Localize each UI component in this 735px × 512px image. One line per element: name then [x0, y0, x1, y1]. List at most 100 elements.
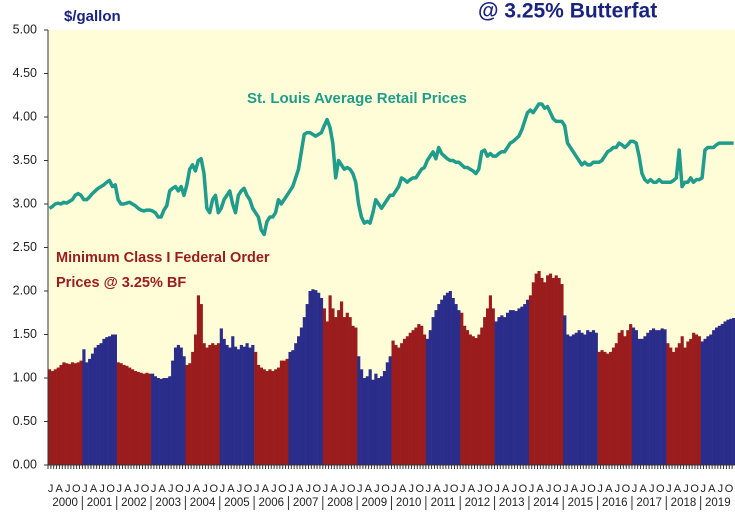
bar: [339, 301, 344, 465]
bar: [277, 367, 281, 465]
bar: [205, 347, 209, 465]
bar: [102, 338, 106, 465]
x-tick-label: J: [580, 483, 586, 495]
bar: [491, 308, 495, 465]
bar: [437, 304, 441, 465]
bar: [683, 347, 687, 465]
bar: [90, 353, 95, 465]
bar: [471, 336, 475, 465]
bar: [133, 371, 138, 465]
year-label: 2013: [499, 497, 525, 509]
bar: [131, 369, 135, 465]
bar: [328, 295, 332, 465]
bar: [560, 284, 564, 465]
x-tick-label: J: [117, 483, 123, 495]
x-tick-label: A: [262, 483, 270, 495]
bar: [729, 318, 733, 465]
bar: [202, 343, 206, 465]
bar: [382, 371, 387, 465]
y-tick-label: 0.50: [13, 414, 37, 428]
bar: [145, 372, 149, 465]
bar: [62, 362, 66, 465]
bar: [108, 336, 112, 465]
x-tick-label: J: [494, 483, 500, 495]
x-tick-label: A: [639, 483, 647, 495]
bar: [488, 295, 492, 465]
bar: [271, 371, 275, 465]
bar: [654, 330, 659, 465]
x-tick-label: J: [237, 483, 243, 495]
year-label: 2000: [52, 497, 78, 509]
x-tick-label: J: [615, 483, 621, 495]
year-label: 2016: [602, 497, 628, 509]
bar: [331, 308, 335, 465]
bar: [431, 317, 435, 465]
bar: [443, 295, 447, 465]
bar: [583, 334, 587, 465]
bar: [485, 308, 490, 465]
year-label: 2018: [671, 497, 697, 509]
bar: [256, 364, 261, 465]
bar: [694, 334, 699, 465]
y-tick-label: 4.50: [13, 66, 37, 80]
x-tick-label: J: [323, 483, 329, 495]
y-tick-label: 1.50: [13, 327, 37, 341]
x-tick-label: A: [571, 483, 579, 495]
bar: [609, 351, 613, 465]
bar: [680, 336, 684, 465]
bar: [110, 334, 115, 465]
bar: [128, 367, 132, 465]
bar: [162, 378, 166, 465]
bar: [480, 327, 484, 465]
bar: [182, 356, 186, 465]
bar: [345, 312, 349, 465]
bar: [322, 308, 326, 465]
bar: [208, 344, 212, 465]
bar: [242, 346, 246, 465]
x-tick-label: J: [477, 483, 483, 495]
x-tick-label: J: [563, 483, 569, 495]
bar: [606, 353, 610, 465]
bar: [179, 347, 183, 465]
x-tick-label: J: [151, 483, 157, 495]
y-tick-label: 4.00: [13, 109, 37, 123]
x-tick-label: A: [227, 483, 235, 495]
bar: [425, 338, 430, 465]
x-tick-label: A: [55, 483, 63, 495]
x-tick-label: A: [330, 483, 338, 495]
bar: [626, 330, 630, 465]
bar: [76, 362, 80, 465]
bar: [445, 292, 450, 465]
x-tick-label: O: [553, 483, 562, 495]
bar: [420, 325, 424, 465]
bar: [697, 336, 701, 465]
x-tick-label: O: [450, 483, 459, 495]
bar: [503, 317, 507, 465]
x-tick-label: O: [244, 483, 253, 495]
bar: [222, 338, 226, 465]
bar: [357, 356, 361, 465]
bar: [193, 334, 198, 465]
bar: [465, 330, 470, 465]
bar: [279, 360, 284, 465]
bar: [646, 332, 650, 465]
x-tick-label: A: [502, 483, 510, 495]
x-tick-label: A: [399, 483, 407, 495]
bar: [122, 364, 126, 465]
bar: [153, 376, 158, 465]
bar: [468, 334, 472, 465]
x-tick-label: A: [433, 483, 441, 495]
x-tick-label: O: [175, 483, 184, 495]
bar: [365, 376, 369, 465]
bar: [677, 343, 681, 465]
y-axis-label: $/gallon: [64, 8, 121, 25]
x-tick-label: J: [666, 483, 672, 495]
bar: [274, 369, 278, 465]
bar: [65, 363, 69, 465]
x-tick-label: J: [632, 483, 638, 495]
bar: [511, 310, 515, 465]
bar: [629, 324, 633, 465]
bar: [374, 373, 378, 465]
bar: [325, 321, 329, 465]
